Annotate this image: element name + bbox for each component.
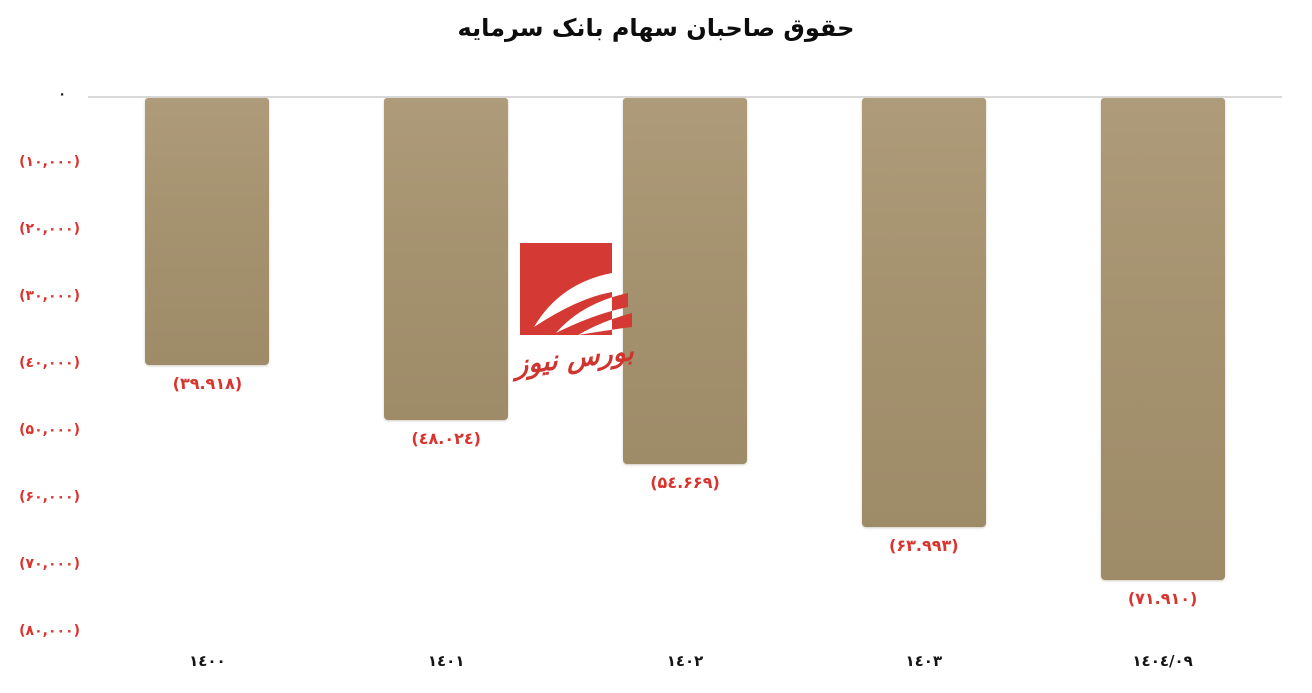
x-axis-category-label: ۱٤۰۰ xyxy=(189,652,226,670)
bar-value-label: (۵٤.۶۶۹) xyxy=(650,473,720,493)
bar xyxy=(623,98,747,465)
y-axis-tick-label: (۳۰,۰۰۰) xyxy=(19,288,80,304)
y-axis-tick-label: (۶۰,۰۰۰) xyxy=(19,489,80,505)
y-axis-tick-label: (۵۰,۰۰۰) xyxy=(19,422,80,438)
bar-value-label: (٤۸.۰۲٤) xyxy=(411,428,481,448)
bar-value-label: (۷۱.۹۱۰) xyxy=(1127,588,1198,608)
x-axis-category-label: ۱٤۰۱ xyxy=(427,652,465,670)
y-axis-tick-label: (۲۰,۰۰۰) xyxy=(19,221,80,237)
x-axis-category-label: ۱٤۰٤/۰۹ xyxy=(1132,652,1193,670)
bourse-news-logo-text: بورس نیوز xyxy=(514,335,635,382)
bar xyxy=(145,98,270,366)
chart-title: حقوق صاحبان سهام بانک سرمایه xyxy=(457,14,855,42)
x-axis-category-label: ۱٤۰۳ xyxy=(905,652,943,670)
y-axis-tick-label: (۸۰,۰۰۰) xyxy=(19,623,80,639)
y-axis-tick-label: (۷۰,۰۰۰) xyxy=(19,556,80,572)
bar xyxy=(861,98,986,527)
bourse-news-watermark: بورس نیوز xyxy=(512,243,637,403)
bar-value-label: (۳۹.۹۱۸) xyxy=(172,374,243,394)
bar xyxy=(384,98,509,420)
bar xyxy=(1100,98,1225,580)
bourse-news-logo-icon xyxy=(520,243,632,335)
y-axis-tick-label: (۱۰,۰۰۰) xyxy=(19,154,80,170)
bar-value-label: (۶۳.۹۹۳) xyxy=(889,535,959,555)
y-axis-tick-label: ٠ xyxy=(58,87,66,102)
x-axis-category-label: ۱٤۰۲ xyxy=(666,652,704,670)
y-axis-tick-label: (٤۰,۰۰۰) xyxy=(19,355,80,371)
zero-axis-line xyxy=(88,96,1282,98)
